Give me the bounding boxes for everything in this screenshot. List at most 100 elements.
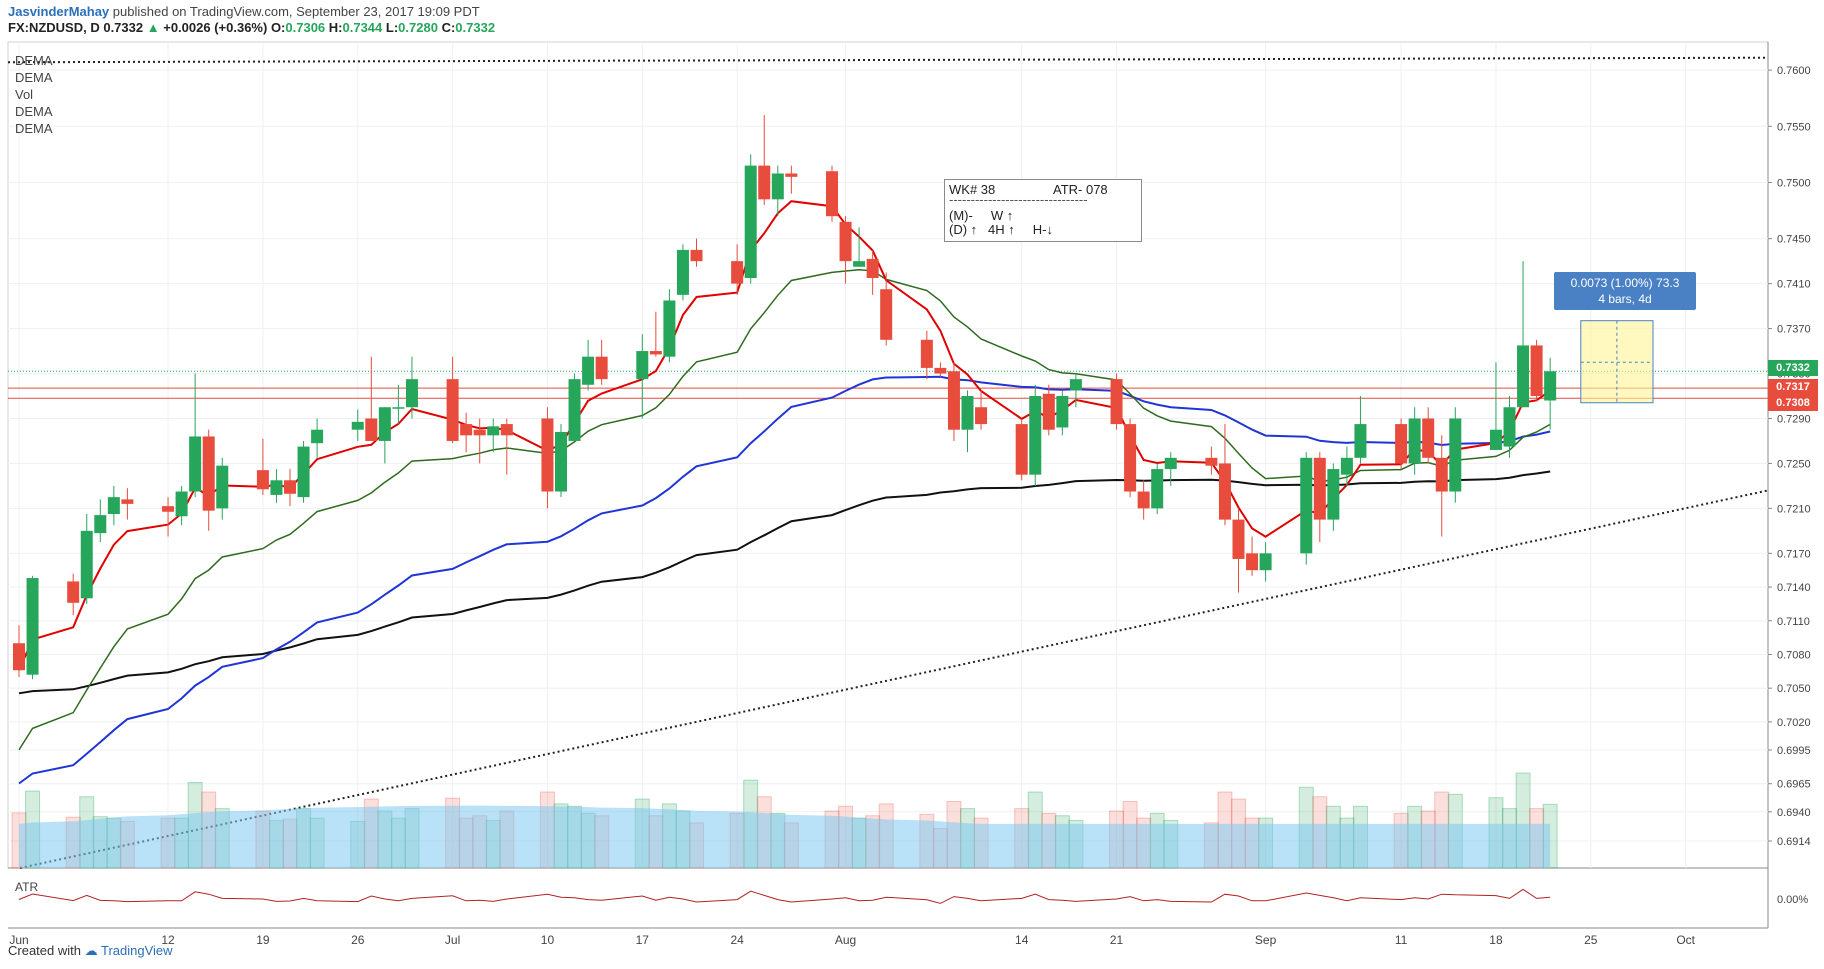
y-tick-label: 0.7250: [1777, 458, 1811, 470]
x-tick-label: 10: [541, 933, 555, 947]
volume-ma-area: [19, 805, 1551, 868]
candle-body: [392, 407, 405, 409]
indicator-vol[interactable]: Vol: [15, 87, 34, 102]
candle-body: [853, 261, 866, 267]
up-arrow-icon: ▲: [146, 20, 160, 35]
price-label-last: 0.7332: [1768, 360, 1818, 377]
indicator-dema[interactable]: DEMA: [15, 121, 53, 136]
tradingview-logo-icon[interactable]: ☁: [84, 943, 98, 958]
candle-body: [1029, 396, 1042, 475]
candle-body: [1164, 457, 1177, 470]
author-link[interactable]: JasvinderMahay: [8, 4, 110, 19]
symbol: FX:NZDUSD, D: [8, 20, 100, 35]
y-tick-label: 0.7370: [1777, 324, 1811, 336]
y-tick-label: 0.7110: [1777, 616, 1810, 628]
x-tick-label: 21: [1110, 933, 1124, 947]
x-tick-label: 14: [1015, 933, 1029, 947]
indicator-list: DEMA DEMA Vol DEMA DEMA: [15, 52, 53, 137]
indicator-dema[interactable]: DEMA: [15, 70, 53, 85]
change-value: +0.0026 (+0.36%): [163, 20, 268, 35]
price-label-level: 0.7317: [1768, 379, 1818, 396]
y-tick-label: 0.7600: [1777, 65, 1811, 77]
candle-body: [1205, 457, 1218, 466]
footer: Created with ☁ TradingView: [8, 943, 173, 959]
candle-body: [1503, 407, 1516, 447]
measure-bars: 4 bars, 4d: [1598, 292, 1652, 306]
candle-body: [121, 499, 134, 504]
candle-body: [541, 418, 554, 492]
indicator-dema[interactable]: DEMA: [15, 53, 53, 68]
candle-body: [256, 470, 269, 490]
open-value: 0.7306: [285, 20, 326, 35]
candle-body: [175, 491, 188, 517]
candle-body: [1069, 379, 1082, 391]
x-tick-label: Aug: [835, 933, 856, 947]
y-tick-label: 0.7050: [1777, 683, 1811, 695]
candle-body: [1449, 418, 1462, 492]
candle-body: [216, 465, 229, 509]
x-tick-label: 11: [1395, 933, 1408, 947]
x-tick-label: Jun: [9, 933, 28, 947]
indicator-dema[interactable]: DEMA: [15, 104, 53, 119]
close-value: 0.7332: [455, 20, 496, 35]
support-trendline: [19, 489, 1769, 869]
candle-body: [351, 421, 364, 430]
dema-fast-line: [18, 200, 1551, 671]
candle-body: [446, 379, 459, 441]
publish-info: JasvinderMahay published on TradingView.…: [8, 4, 480, 19]
x-tick-label: 24: [730, 933, 744, 947]
trend-monthly-weekly: (M)- W ↑: [949, 208, 1014, 223]
last-price: 0.7332: [103, 20, 144, 35]
candle-body: [1015, 424, 1028, 475]
candle-body: [1517, 345, 1530, 408]
publish-text: published on TradingView.com, September …: [112, 4, 480, 19]
candle-body: [1232, 519, 1245, 559]
candle-body: [880, 289, 893, 340]
candle-body: [189, 436, 202, 492]
low-value: 0.7280: [398, 20, 438, 35]
candle-body: [80, 530, 93, 599]
x-tick-label: Jul: [445, 933, 460, 947]
candle-body: [1408, 418, 1421, 464]
dema-mid-line: [18, 269, 1551, 751]
created-with-text: Created with: [8, 943, 81, 958]
candle-body: [67, 581, 80, 603]
candle-body: [1056, 396, 1069, 428]
candle-body: [649, 351, 662, 355]
atr-note: ATR- 078: [1053, 182, 1108, 197]
candle-body: [961, 396, 974, 430]
candle-body: [663, 300, 676, 357]
candle-body: [1422, 418, 1435, 458]
candle-body: [405, 379, 418, 408]
candle-body: [1110, 379, 1123, 425]
y-tick-label: 0.7020: [1777, 717, 1811, 729]
x-tick-label: 18: [1489, 933, 1503, 947]
candle-body: [595, 356, 608, 380]
x-tick-label: 12: [161, 933, 175, 947]
candle-body: [1327, 469, 1340, 520]
resistance-trendline: [7, 56, 1769, 64]
y-tick-label: 0.7080: [1777, 649, 1811, 661]
y-tick-label: 0.6965: [1777, 779, 1811, 791]
atr-pane-label: ATR: [15, 880, 39, 894]
candle-body: [107, 497, 120, 514]
measure-tooltip: 0.0073 (1.00%) 73.3 4 bars, 4d: [1554, 272, 1696, 310]
candle-body: [975, 407, 988, 425]
info-note-box[interactable]: WK# 38 ATR- 078 ------------------------…: [944, 179, 1142, 242]
y-tick-label: 0.7210: [1777, 503, 1811, 515]
high-label: H:: [328, 20, 343, 35]
x-tick-label: 26: [351, 933, 365, 947]
plot-frame: [7, 41, 1769, 869]
candle-body: [1259, 553, 1272, 571]
dema-long-line: [18, 470, 1551, 695]
x-tick-label: 19: [256, 933, 270, 947]
candle-body: [947, 371, 960, 430]
x-tick-label: Oct: [1676, 933, 1695, 947]
brand-name[interactable]: TradingView: [101, 943, 173, 958]
candle-body: [13, 643, 25, 671]
candle-body: [934, 367, 947, 374]
y-tick-label: 0.6995: [1777, 745, 1811, 757]
candle-body: [26, 578, 39, 675]
candle-body: [582, 356, 595, 385]
